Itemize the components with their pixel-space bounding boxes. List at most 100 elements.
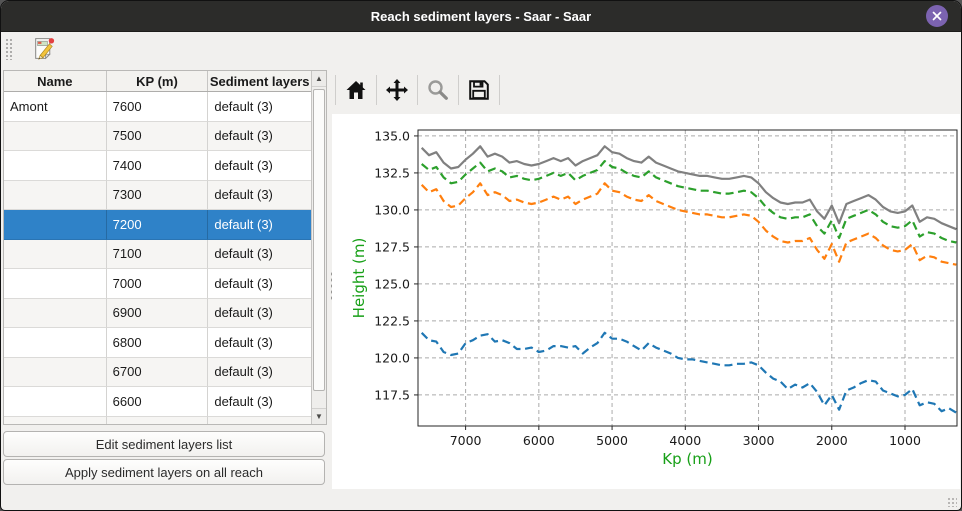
svg-text:130.0: 130.0 xyxy=(374,202,410,217)
scrollbar-thumb[interactable] xyxy=(313,89,325,391)
table-row-partial[interactable] xyxy=(4,416,311,425)
table-cell[interactable] xyxy=(4,357,107,387)
table-cell[interactable]: default (3) xyxy=(208,269,311,299)
table-cell[interactable]: 6900 xyxy=(106,298,209,328)
table-cell[interactable]: 7400 xyxy=(106,151,209,181)
plot-canvas[interactable]: 7000 6000 5000 4000 3000 2000 1000 135.0 132.5 13… xyxy=(332,114,960,489)
table-cell[interactable]: default (3) xyxy=(208,240,311,269)
svg-text:2000: 2000 xyxy=(816,433,848,448)
app-toolbar xyxy=(1,31,961,65)
table-header-row: Name KP (m) Sediment layers xyxy=(4,71,311,92)
table-cell[interactable]: default (3) xyxy=(208,358,311,387)
scroll-down-icon[interactable]: ▼ xyxy=(312,408,326,424)
edit-sediment-button[interactable] xyxy=(30,35,57,62)
home-icon xyxy=(346,81,366,99)
table-cell[interactable]: default (3) xyxy=(208,299,311,328)
svg-text:7000: 7000 xyxy=(450,433,482,448)
sediment-table: Name KP (m) Sediment layers Amont 7600 def… xyxy=(3,70,327,425)
table-cell[interactable]: default (3) xyxy=(208,210,311,240)
table-row[interactable]: 7300 default (3) xyxy=(4,180,311,210)
column-header-sediment-layers[interactable]: Sediment layers xyxy=(209,73,310,89)
table-cell[interactable]: default (3) xyxy=(208,387,311,417)
toolbar-separator xyxy=(458,75,459,105)
table-row[interactable]: 7400 default (3) xyxy=(4,151,311,181)
table-cell[interactable]: default (3) xyxy=(208,151,311,181)
sediment-table-grid: Name KP (m) Sediment layers Amont 7600 def… xyxy=(4,71,311,424)
table-cell[interactable]: 7200 xyxy=(106,210,209,240)
table-cell[interactable] xyxy=(4,298,107,328)
table-cell[interactable]: 7000 xyxy=(106,269,209,299)
plot-toolbar xyxy=(332,73,503,107)
table-cell[interactable]: 6700 xyxy=(106,357,209,387)
table-cell[interactable]: 7600 xyxy=(106,92,209,122)
column-header-name[interactable]: Name xyxy=(4,71,107,91)
table-cell[interactable] xyxy=(4,328,107,358)
svg-text:120.0: 120.0 xyxy=(374,350,410,365)
table-row[interactable]: 6700 default (3) xyxy=(4,357,311,387)
svg-text:117.5: 117.5 xyxy=(374,387,410,402)
toolbar-separator xyxy=(335,75,336,105)
window-resize-grip[interactable] xyxy=(947,497,957,507)
pan-icon xyxy=(386,79,408,101)
table-body: Amont 7600 default (3) 7500 default (3) 7400 d… xyxy=(4,92,311,424)
table-cell[interactable]: 7500 xyxy=(106,121,209,151)
table-row[interactable]: 7500 default (3) xyxy=(4,121,311,151)
svg-text:1000: 1000 xyxy=(889,433,921,448)
table-cell[interactable] xyxy=(4,387,107,417)
table-cell[interactable] xyxy=(4,121,107,151)
titlebar[interactable]: Reach sediment layers - Saar - Saar xyxy=(1,1,961,32)
home-button[interactable] xyxy=(339,74,373,106)
zoom-icon xyxy=(428,80,448,100)
svg-text:125.0: 125.0 xyxy=(374,276,410,291)
svg-text:4000: 4000 xyxy=(669,433,701,448)
table-cell[interactable]: default (3) xyxy=(208,92,311,122)
table-row[interactable]: 6800 default (3) xyxy=(4,328,311,358)
table-cell[interactable] xyxy=(4,416,107,424)
edit-sediment-layers-list-button[interactable]: Edit sediment layers list xyxy=(3,431,325,457)
toolbar-separator xyxy=(376,75,377,105)
column-header-kp[interactable]: KP (m) xyxy=(107,71,209,91)
table-cell[interactable]: default (3) xyxy=(208,181,311,210)
svg-text:3000: 3000 xyxy=(743,433,775,448)
close-button[interactable] xyxy=(926,5,948,27)
table-cell[interactable]: 6600 xyxy=(106,387,209,417)
table-row[interactable]: Amont 7600 default (3) xyxy=(4,92,311,122)
table-row[interactable]: 7000 default (3) xyxy=(4,269,311,299)
table-row[interactable]: 7100 default (3) xyxy=(4,239,311,269)
svg-text:135.0: 135.0 xyxy=(374,128,410,143)
table-row[interactable]: 6600 default (3) xyxy=(4,387,311,417)
toolbar-drag-handle[interactable] xyxy=(5,38,12,60)
svg-text:122.5: 122.5 xyxy=(374,313,410,328)
scroll-up-icon[interactable]: ▲ xyxy=(312,71,326,87)
toolbar-separator xyxy=(417,75,418,105)
svg-text:132.5: 132.5 xyxy=(374,165,410,180)
table-cell[interactable] xyxy=(4,239,107,269)
table-cell[interactable]: default (3) xyxy=(208,122,311,151)
table-cell[interactable] xyxy=(107,416,209,424)
table-cell[interactable] xyxy=(4,269,107,299)
table-cell[interactable] xyxy=(4,210,107,240)
table-cell[interactable] xyxy=(208,417,311,425)
window-title: Reach sediment layers - Saar - Saar xyxy=(370,8,592,24)
table-cell[interactable] xyxy=(4,151,107,181)
pan-button[interactable] xyxy=(380,74,414,106)
table-row[interactable]: 6900 default (3) xyxy=(4,298,311,328)
table-scrollbar[interactable]: ▲ ▼ xyxy=(311,71,326,424)
edit-note-pencil-icon xyxy=(35,38,55,60)
x-axis-label: Kp (m) xyxy=(662,450,712,468)
table-cell[interactable]: Amont xyxy=(4,92,107,122)
table-cell[interactable]: 6800 xyxy=(106,328,209,358)
table-cell[interactable]: 7300 xyxy=(106,180,209,210)
svg-text:6000: 6000 xyxy=(523,433,555,448)
table-cell[interactable]: default (3) xyxy=(208,328,311,358)
table-row[interactable]: 7200 default (3) xyxy=(4,210,311,240)
table-cell[interactable]: 7100 xyxy=(106,239,209,269)
table-cell[interactable] xyxy=(4,180,107,210)
height-profile-chart: 7000 6000 5000 4000 3000 2000 1000 135.0 132.5 13… xyxy=(350,128,958,468)
close-icon xyxy=(932,11,942,21)
apply-sediment-layers-button[interactable]: Apply sediment layers on all reach xyxy=(3,459,325,485)
svg-text:5000: 5000 xyxy=(596,433,628,448)
zoom-button[interactable] xyxy=(421,74,455,106)
save-button[interactable] xyxy=(462,74,496,106)
y-axis-label: Height (m) xyxy=(350,238,368,319)
